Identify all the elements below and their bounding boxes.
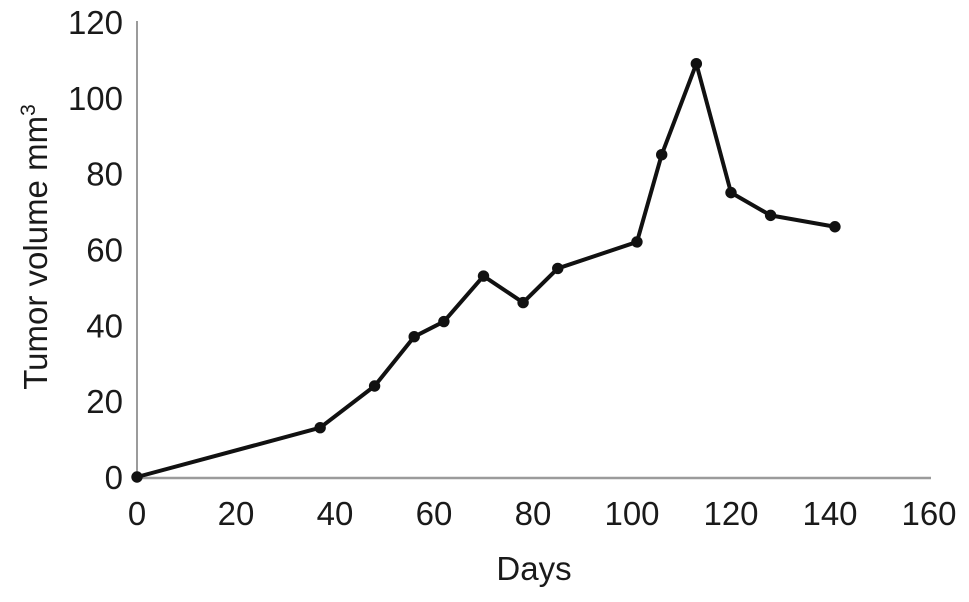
data-point bbox=[656, 149, 668, 161]
data-point bbox=[552, 262, 564, 275]
data-point bbox=[725, 186, 737, 199]
x-tick-label: 120 bbox=[703, 495, 758, 532]
y-tick-label: 120 bbox=[68, 4, 123, 41]
data-point bbox=[408, 331, 420, 343]
x-tick-label: 100 bbox=[604, 495, 659, 532]
x-tick-label: 80 bbox=[515, 495, 552, 532]
data-point bbox=[829, 221, 841, 233]
x-tick-label: 40 bbox=[317, 495, 354, 532]
data-point bbox=[131, 471, 143, 483]
x-axis-title: Days bbox=[496, 550, 572, 587]
data-point bbox=[368, 380, 381, 392]
y-tick-label: 40 bbox=[86, 307, 123, 344]
x-tick-label: 0 bbox=[128, 495, 146, 532]
y-tick-label: 80 bbox=[86, 156, 123, 193]
x-tick-label: 160 bbox=[901, 495, 956, 532]
data-point bbox=[764, 209, 777, 222]
data-point bbox=[631, 236, 643, 248]
data-point bbox=[477, 270, 490, 282]
y-tick-label: 100 bbox=[68, 80, 123, 117]
data-point bbox=[314, 422, 326, 434]
data-line bbox=[135, 61, 837, 479]
x-tick-label: 20 bbox=[218, 495, 255, 532]
x-tick-label: 140 bbox=[802, 495, 857, 532]
y-tick-label: 0 bbox=[105, 459, 123, 496]
x-tick-label: 60 bbox=[416, 495, 453, 532]
y-tick-label: 20 bbox=[86, 383, 123, 420]
y-tick-label: 60 bbox=[86, 232, 123, 269]
data-point bbox=[438, 315, 450, 328]
data-point bbox=[517, 296, 529, 309]
data-point bbox=[690, 58, 703, 70]
